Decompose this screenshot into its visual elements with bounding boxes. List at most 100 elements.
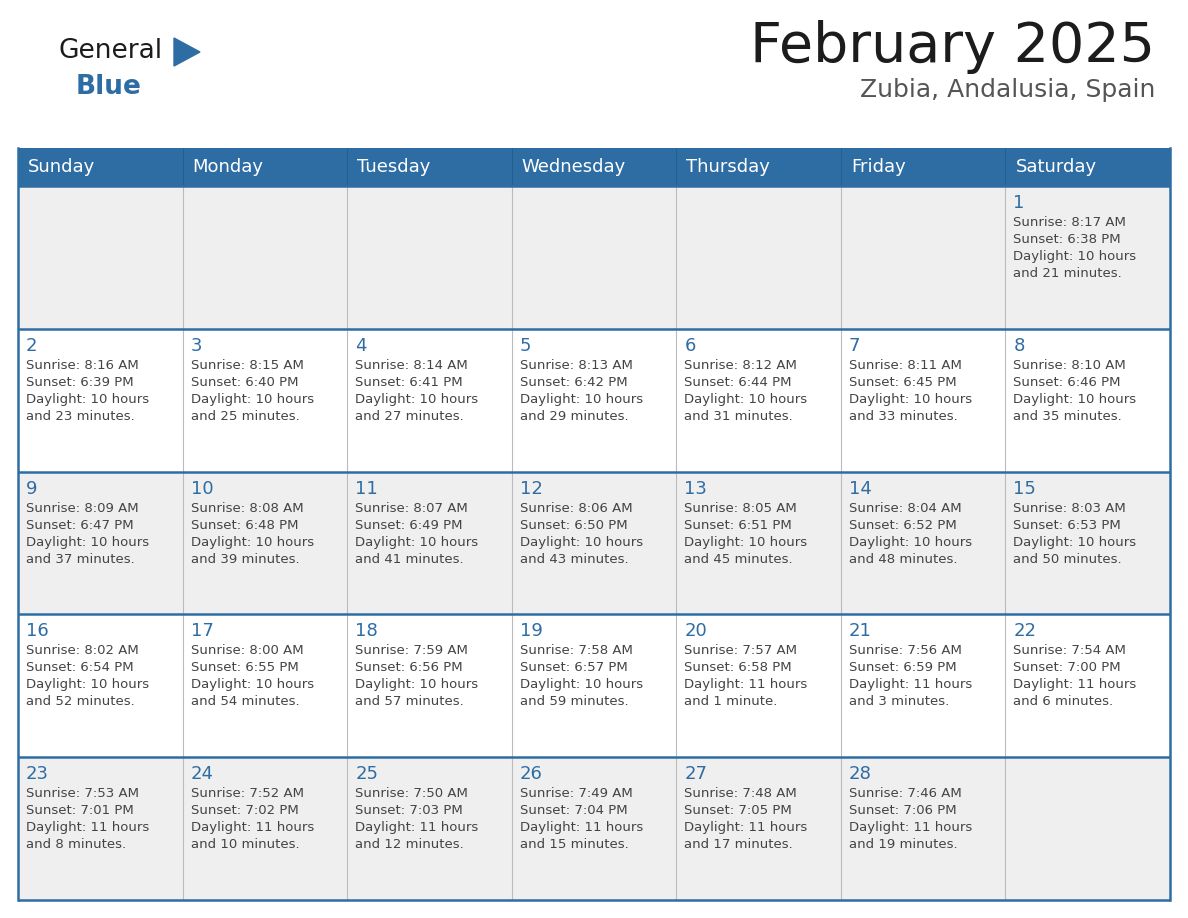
Text: Sunset: 6:57 PM: Sunset: 6:57 PM — [519, 661, 627, 675]
Text: Daylight: 10 hours: Daylight: 10 hours — [190, 678, 314, 691]
Text: Sunset: 6:53 PM: Sunset: 6:53 PM — [1013, 519, 1121, 532]
Text: Sunset: 6:54 PM: Sunset: 6:54 PM — [26, 661, 133, 675]
Text: Daylight: 11 hours: Daylight: 11 hours — [519, 822, 643, 834]
Text: Wednesday: Wednesday — [522, 158, 626, 176]
Text: and 29 minutes.: and 29 minutes. — [519, 409, 628, 423]
Text: 21: 21 — [849, 622, 872, 641]
Text: and 57 minutes.: and 57 minutes. — [355, 696, 463, 709]
Text: Sunrise: 8:07 AM: Sunrise: 8:07 AM — [355, 501, 468, 515]
Text: Daylight: 10 hours: Daylight: 10 hours — [190, 535, 314, 549]
Text: Sunrise: 7:53 AM: Sunrise: 7:53 AM — [26, 788, 139, 800]
Text: Sunset: 6:41 PM: Sunset: 6:41 PM — [355, 375, 463, 389]
Text: and 43 minutes.: and 43 minutes. — [519, 553, 628, 565]
Text: Daylight: 10 hours: Daylight: 10 hours — [1013, 250, 1137, 263]
Text: Daylight: 11 hours: Daylight: 11 hours — [1013, 678, 1137, 691]
Text: Sunset: 7:04 PM: Sunset: 7:04 PM — [519, 804, 627, 817]
Text: Sunset: 6:51 PM: Sunset: 6:51 PM — [684, 519, 792, 532]
Text: Daylight: 11 hours: Daylight: 11 hours — [26, 822, 150, 834]
Text: Sunrise: 8:12 AM: Sunrise: 8:12 AM — [684, 359, 797, 372]
Text: 5: 5 — [519, 337, 531, 354]
Text: Daylight: 10 hours: Daylight: 10 hours — [519, 393, 643, 406]
Text: Daylight: 10 hours: Daylight: 10 hours — [355, 535, 479, 549]
Text: General: General — [58, 38, 162, 64]
Text: and 48 minutes.: and 48 minutes. — [849, 553, 958, 565]
Text: and 8 minutes.: and 8 minutes. — [26, 838, 126, 851]
Text: Sunset: 6:58 PM: Sunset: 6:58 PM — [684, 661, 792, 675]
Text: Sunrise: 8:05 AM: Sunrise: 8:05 AM — [684, 501, 797, 515]
Text: Sunset: 6:46 PM: Sunset: 6:46 PM — [1013, 375, 1121, 389]
Text: 14: 14 — [849, 479, 872, 498]
Text: Daylight: 10 hours: Daylight: 10 hours — [849, 393, 972, 406]
Text: 6: 6 — [684, 337, 696, 354]
Text: Sunset: 6:45 PM: Sunset: 6:45 PM — [849, 375, 956, 389]
Text: Daylight: 10 hours: Daylight: 10 hours — [26, 535, 150, 549]
Text: and 19 minutes.: and 19 minutes. — [849, 838, 958, 851]
Bar — [18, 329, 1170, 472]
Text: 25: 25 — [355, 766, 378, 783]
Text: Sunset: 6:39 PM: Sunset: 6:39 PM — [26, 375, 133, 389]
Text: 9: 9 — [26, 479, 38, 498]
Text: Tuesday: Tuesday — [358, 158, 430, 176]
Text: Daylight: 10 hours: Daylight: 10 hours — [1013, 393, 1137, 406]
Text: Daylight: 11 hours: Daylight: 11 hours — [684, 822, 808, 834]
Text: and 41 minutes.: and 41 minutes. — [355, 553, 463, 565]
Text: and 10 minutes.: and 10 minutes. — [190, 838, 299, 851]
Text: Sunrise: 8:16 AM: Sunrise: 8:16 AM — [26, 359, 139, 372]
Text: Friday: Friday — [851, 158, 905, 176]
Text: Sunrise: 8:09 AM: Sunrise: 8:09 AM — [26, 501, 139, 515]
Text: Sunset: 6:59 PM: Sunset: 6:59 PM — [849, 661, 956, 675]
Text: Zubia, Andalusia, Spain: Zubia, Andalusia, Spain — [860, 78, 1155, 102]
Text: 2: 2 — [26, 337, 38, 354]
Text: Daylight: 10 hours: Daylight: 10 hours — [684, 393, 808, 406]
Text: Sunrise: 7:58 AM: Sunrise: 7:58 AM — [519, 644, 632, 657]
Text: Daylight: 11 hours: Daylight: 11 hours — [849, 822, 972, 834]
Text: and 12 minutes.: and 12 minutes. — [355, 838, 463, 851]
Text: Daylight: 11 hours: Daylight: 11 hours — [849, 678, 972, 691]
Text: Sunset: 6:49 PM: Sunset: 6:49 PM — [355, 519, 462, 532]
Text: and 37 minutes.: and 37 minutes. — [26, 553, 134, 565]
Text: 8: 8 — [1013, 337, 1025, 354]
Text: Daylight: 10 hours: Daylight: 10 hours — [190, 393, 314, 406]
Text: 19: 19 — [519, 622, 543, 641]
Text: Daylight: 11 hours: Daylight: 11 hours — [190, 822, 314, 834]
Text: 17: 17 — [190, 622, 214, 641]
Text: Sunday: Sunday — [29, 158, 95, 176]
Text: 4: 4 — [355, 337, 367, 354]
Text: Sunrise: 8:10 AM: Sunrise: 8:10 AM — [1013, 359, 1126, 372]
Text: Sunrise: 7:54 AM: Sunrise: 7:54 AM — [1013, 644, 1126, 657]
Text: Sunrise: 7:50 AM: Sunrise: 7:50 AM — [355, 788, 468, 800]
Text: Sunrise: 8:14 AM: Sunrise: 8:14 AM — [355, 359, 468, 372]
Text: 13: 13 — [684, 479, 707, 498]
Text: Sunset: 7:03 PM: Sunset: 7:03 PM — [355, 804, 463, 817]
Text: Sunrise: 8:04 AM: Sunrise: 8:04 AM — [849, 501, 961, 515]
Text: Daylight: 11 hours: Daylight: 11 hours — [684, 678, 808, 691]
Text: and 15 minutes.: and 15 minutes. — [519, 838, 628, 851]
Text: 10: 10 — [190, 479, 213, 498]
Text: Sunrise: 7:59 AM: Sunrise: 7:59 AM — [355, 644, 468, 657]
Text: Daylight: 10 hours: Daylight: 10 hours — [355, 393, 479, 406]
Text: Daylight: 11 hours: Daylight: 11 hours — [355, 822, 479, 834]
Polygon shape — [173, 38, 200, 66]
Text: 7: 7 — [849, 337, 860, 354]
Text: Sunrise: 8:06 AM: Sunrise: 8:06 AM — [519, 501, 632, 515]
Text: 11: 11 — [355, 479, 378, 498]
Text: Thursday: Thursday — [687, 158, 770, 176]
Text: Sunset: 6:38 PM: Sunset: 6:38 PM — [1013, 233, 1121, 246]
Text: 23: 23 — [26, 766, 49, 783]
Text: Sunset: 6:47 PM: Sunset: 6:47 PM — [26, 519, 133, 532]
Text: 1: 1 — [1013, 194, 1025, 212]
Text: Daylight: 10 hours: Daylight: 10 hours — [684, 535, 808, 549]
Text: Daylight: 10 hours: Daylight: 10 hours — [26, 678, 150, 691]
Text: Sunset: 7:01 PM: Sunset: 7:01 PM — [26, 804, 134, 817]
Text: 28: 28 — [849, 766, 872, 783]
Bar — [18, 757, 1170, 900]
Text: 22: 22 — [1013, 622, 1036, 641]
Text: Blue: Blue — [76, 74, 141, 100]
Text: 12: 12 — [519, 479, 543, 498]
Text: Sunrise: 8:15 AM: Sunrise: 8:15 AM — [190, 359, 303, 372]
Text: Sunset: 6:52 PM: Sunset: 6:52 PM — [849, 519, 956, 532]
Text: Sunset: 6:42 PM: Sunset: 6:42 PM — [519, 375, 627, 389]
Text: and 6 minutes.: and 6 minutes. — [1013, 696, 1113, 709]
Text: and 59 minutes.: and 59 minutes. — [519, 696, 628, 709]
Text: February 2025: February 2025 — [750, 20, 1155, 74]
